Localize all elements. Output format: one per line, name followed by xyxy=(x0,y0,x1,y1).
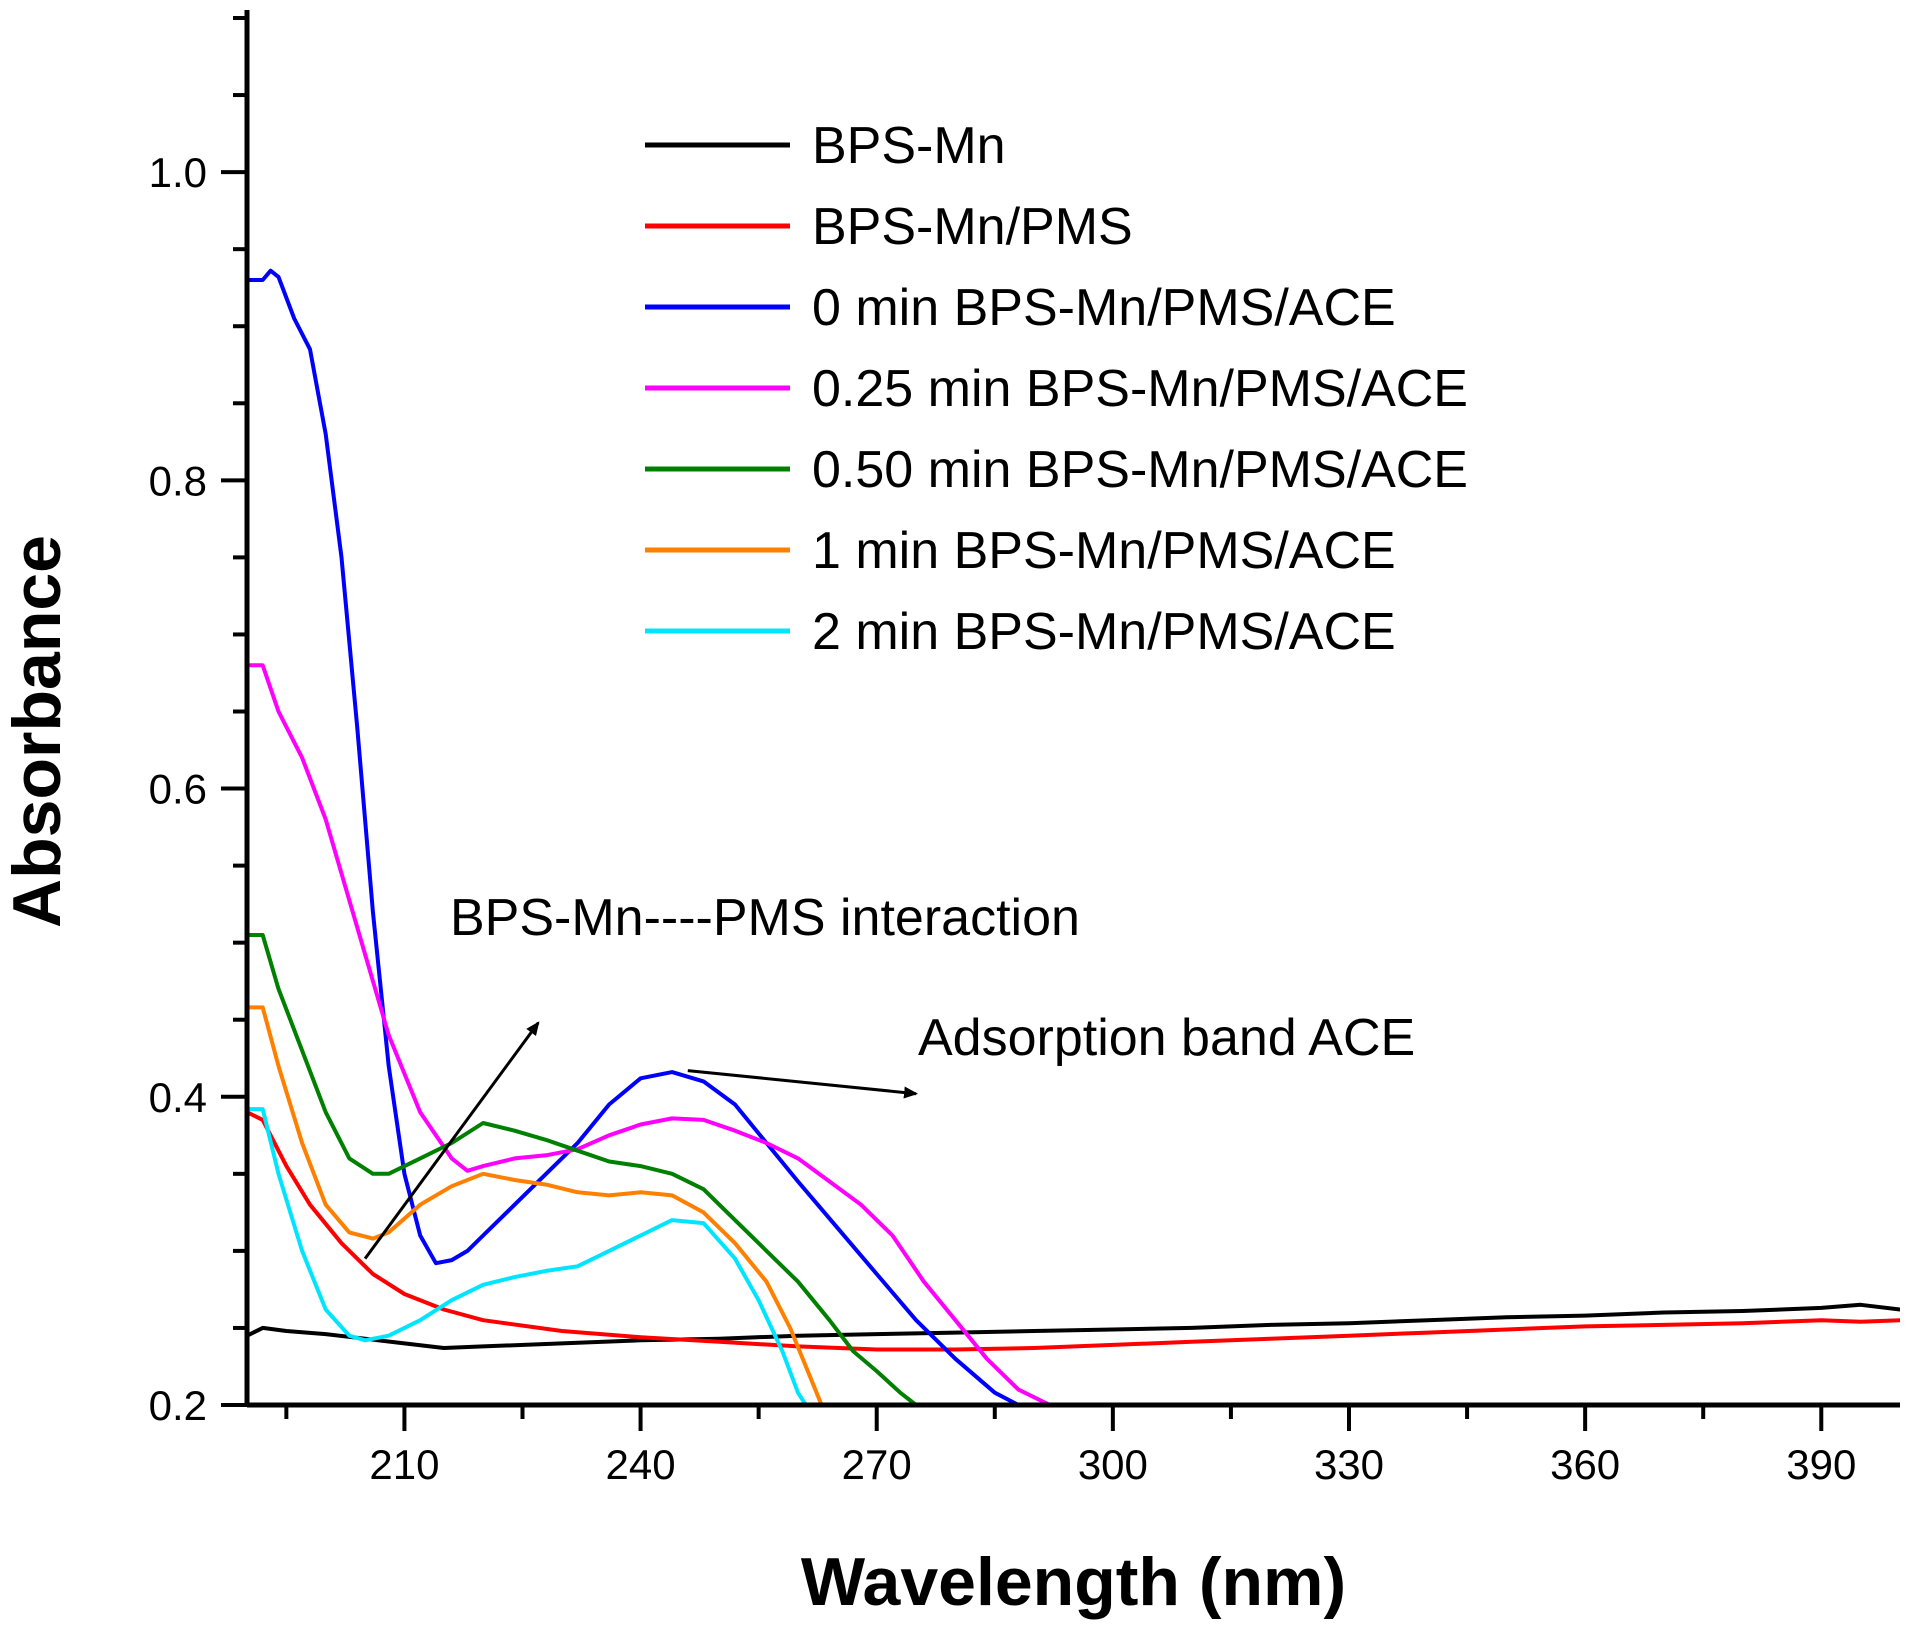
legend-label: BPS-Mn/PMS xyxy=(812,198,1133,256)
legend: BPS-Mn BPS-Mn/PMS 0 min BPS-Mn/PMS/ACE 0.25… xyxy=(645,117,1468,661)
legend-label: 0.50 min BPS-Mn/PMS/ACE xyxy=(812,441,1468,499)
x-tick-label: 270 xyxy=(842,1441,912,1488)
series-line-0-25-min-bps-mn-pms-ace xyxy=(247,663,1052,1405)
x-tick-label: 390 xyxy=(1786,1441,1856,1488)
x-tick-label: 300 xyxy=(1078,1441,1148,1488)
annotations: BPS-Mn----PMS interaction Adsorption band… xyxy=(363,889,1415,1260)
annotation-label: BPS-Mn----PMS interaction xyxy=(450,889,1080,947)
x-tick-label: 360 xyxy=(1550,1441,1620,1488)
legend-label: BPS-Mn xyxy=(812,117,1006,175)
x-tick-label: 330 xyxy=(1314,1441,1384,1488)
y-axis-title: Absorbance xyxy=(0,535,75,928)
series-line-0-50-min-bps-mn-pms-ace xyxy=(247,933,919,1405)
labels-layer: 210 240 270 300 330 360 390 0.2 0.4 0.6 0.8 1.0 Wave… xyxy=(0,149,1856,1620)
series-line-2-min-bps-mn-pms-ace xyxy=(247,1107,808,1405)
legend-label: 0.25 min BPS-Mn/PMS/ACE xyxy=(812,360,1468,418)
y-tick-label: 0.4 xyxy=(149,1074,207,1121)
legend-label: 0 min BPS-Mn/PMS/ACE xyxy=(812,279,1396,337)
legend-label: 1 min BPS-Mn/PMS/ACE xyxy=(812,522,1396,580)
axes-layer xyxy=(221,10,1900,1431)
series-line-bps-mn-pms xyxy=(247,1110,1900,1352)
y-tick-label: 0.6 xyxy=(149,766,207,813)
series-line-0-min-bps-mn-pms-ace xyxy=(247,268,1021,1405)
y-tick-label: 1.0 xyxy=(149,149,207,196)
x-axis-title: Wavelength (nm) xyxy=(801,1544,1346,1620)
x-tick-label: 210 xyxy=(369,1441,439,1488)
y-tick-label: 0.2 xyxy=(149,1382,207,1429)
y-tick-label: 0.8 xyxy=(149,457,207,504)
series-line-1-min-bps-mn-pms-ace xyxy=(247,1005,824,1405)
series-layer xyxy=(247,268,1900,1405)
annotation-arrow xyxy=(687,1069,919,1099)
annotation-label: Adsorption band ACE xyxy=(918,1009,1415,1067)
series-line-bps-mn xyxy=(247,1302,1900,1350)
x-tick-label: 240 xyxy=(606,1441,676,1488)
annotation-arrow xyxy=(363,1021,540,1260)
legend-label: 2 min BPS-Mn/PMS/ACE xyxy=(812,603,1396,661)
